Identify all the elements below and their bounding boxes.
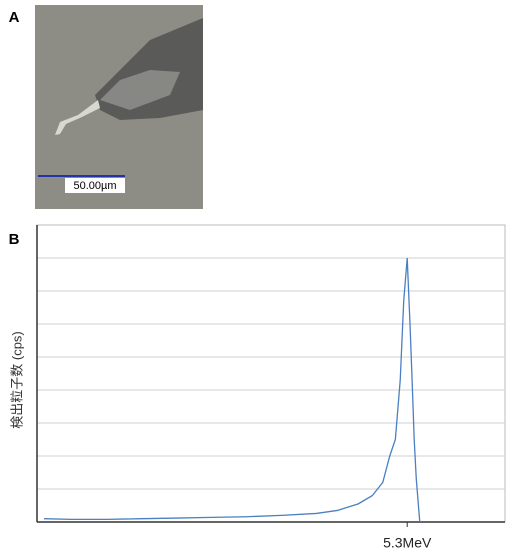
panel-label: A [9, 9, 20, 26]
scale-label-box [65, 178, 125, 193]
plot-frame [36, 224, 506, 523]
needle [55, 100, 100, 135]
y-axis-label: 検出粒子数 (cps) [9, 331, 24, 429]
micrograph: 50.00µm [35, 5, 203, 209]
scale-label: 50.00µm [73, 180, 116, 192]
panel-label: B [9, 231, 20, 248]
x-tick-label: 5.3MeV [383, 535, 432, 551]
tip-highlight [100, 70, 180, 110]
data-line [43, 257, 421, 523]
